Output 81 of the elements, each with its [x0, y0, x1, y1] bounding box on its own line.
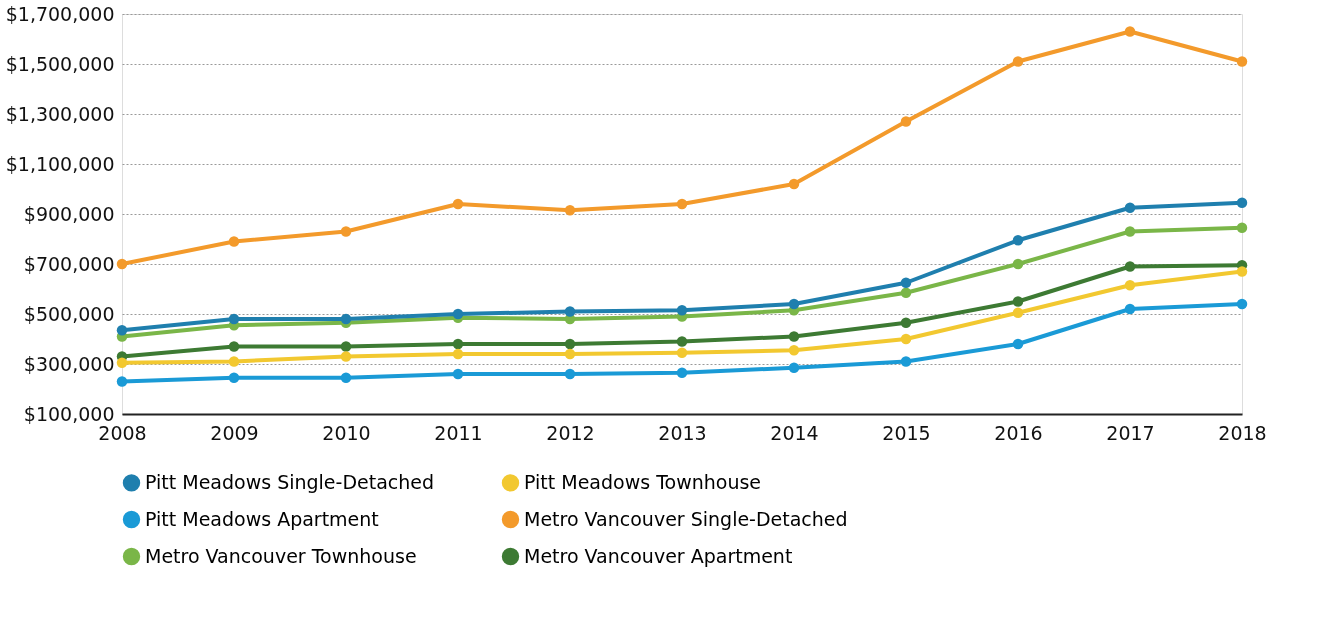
- y-tick-label: $700,000: [23, 252, 115, 275]
- legend-label: Metro Vancouver Apartment: [524, 544, 793, 567]
- point: [676, 347, 688, 358]
- point: [1124, 261, 1136, 272]
- point: [116, 376, 128, 387]
- point: [676, 367, 688, 378]
- point: [228, 236, 240, 247]
- point: [1012, 258, 1024, 270]
- y-tick-label: $1,500,000: [5, 52, 115, 75]
- point: [1012, 56, 1024, 67]
- point: [1236, 56, 1248, 67]
- x-tick-label: 2017: [1106, 421, 1155, 444]
- point: [452, 348, 464, 360]
- y-tick-label: $1,100,000: [5, 152, 115, 175]
- point: [1012, 296, 1024, 307]
- x-tick-label: 2011: [434, 421, 483, 444]
- y-tick-label: $300,000: [23, 352, 115, 375]
- point: [1012, 235, 1024, 246]
- point: [1236, 298, 1248, 310]
- point: [564, 348, 576, 360]
- point: [452, 368, 464, 380]
- point: [340, 341, 352, 352]
- point: [452, 198, 464, 210]
- point: [900, 116, 912, 127]
- point: [1124, 202, 1136, 213]
- point: [788, 362, 800, 373]
- y-tick-label: $500,000: [23, 302, 115, 325]
- y-tick-label: $1,300,000: [5, 102, 115, 125]
- point: [116, 325, 128, 336]
- x-tick-label: 2012: [546, 421, 595, 444]
- point: [564, 205, 576, 216]
- point: [788, 331, 800, 342]
- point: [900, 333, 912, 345]
- point: [1124, 280, 1136, 291]
- x-tick-label: 2014: [770, 421, 819, 444]
- point: [1012, 307, 1024, 318]
- point: [340, 351, 352, 362]
- point: [900, 277, 912, 288]
- point: [340, 372, 352, 383]
- x-tick-label: 2010: [322, 421, 371, 444]
- point: [788, 298, 800, 310]
- legend-label: Pitt Meadows Apartment: [145, 507, 379, 530]
- x-tick-label: 2009: [210, 421, 259, 444]
- point: [676, 336, 688, 347]
- point: [900, 356, 912, 367]
- point: [1236, 222, 1248, 233]
- x-tick-label: 2015: [882, 421, 931, 444]
- point: [676, 305, 688, 316]
- point: [116, 258, 128, 270]
- point: [228, 341, 240, 352]
- y-tick-label: $900,000: [23, 202, 115, 225]
- point: [1236, 197, 1248, 208]
- point: [788, 178, 800, 190]
- point: [1124, 26, 1136, 37]
- point: [228, 356, 240, 367]
- x-tick-label: 2018: [1218, 421, 1267, 444]
- point: [340, 226, 352, 237]
- point: [452, 338, 464, 350]
- point: [564, 338, 576, 350]
- legend-label: Pitt Meadows Townhouse: [524, 470, 762, 493]
- point: [452, 308, 464, 320]
- point: [1124, 303, 1136, 315]
- legend-label: Pitt Meadows Single-Detached: [145, 470, 435, 493]
- point: [676, 198, 688, 210]
- point: [340, 313, 352, 325]
- point: [116, 357, 128, 368]
- point: [228, 313, 240, 325]
- point: [900, 317, 912, 328]
- point: [564, 368, 576, 380]
- point: [1124, 226, 1136, 237]
- point: [228, 372, 240, 383]
- point: [788, 345, 800, 356]
- legend-label: Metro Vancouver Townhouse: [145, 544, 417, 567]
- point: [564, 306, 576, 317]
- x-tick-label: 2013: [658, 421, 707, 444]
- point: [1012, 338, 1024, 350]
- point: [900, 287, 912, 298]
- point: [1236, 266, 1248, 277]
- x-tick-label: 2016: [994, 421, 1043, 444]
- y-tick-label: $1,700,000: [5, 2, 115, 25]
- legend-label: Metro Vancouver Single-Detached: [524, 507, 848, 530]
